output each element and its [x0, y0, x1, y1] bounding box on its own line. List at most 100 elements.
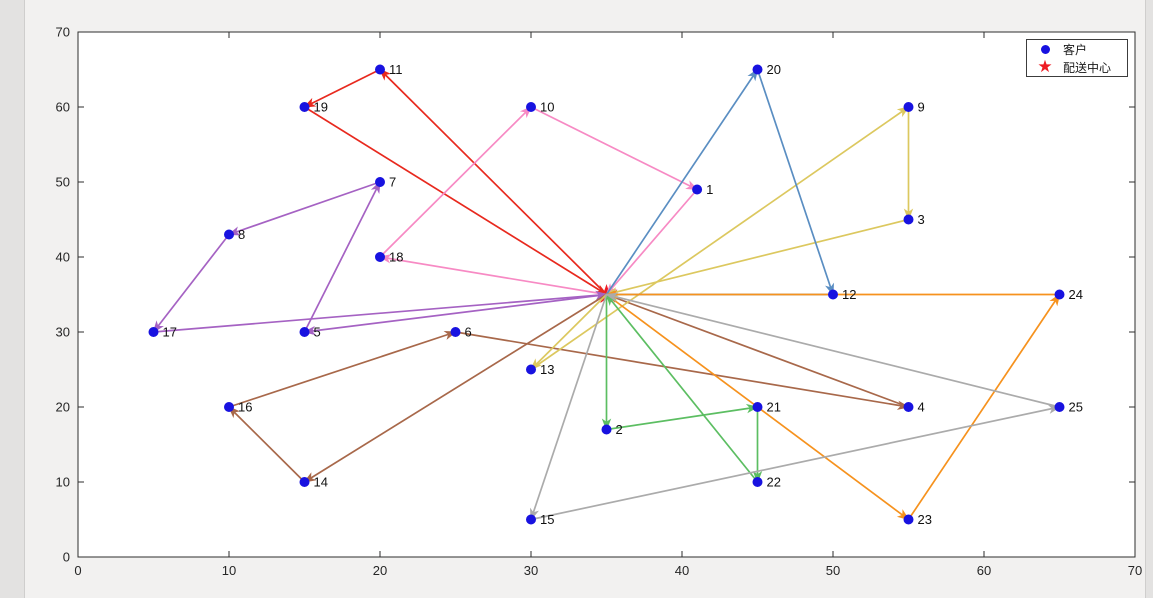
legend-depot-label: 配送中心	[1063, 60, 1112, 75]
route-segment	[530, 294, 608, 521]
customer-dot[interactable]	[903, 214, 914, 225]
y-tick-label: 40	[56, 250, 70, 265]
route-segment	[379, 105, 533, 258]
customer-label: 3	[918, 212, 925, 227]
x-tick-label: 40	[675, 563, 689, 578]
route-segment	[605, 218, 909, 297]
window-right-edge	[1145, 0, 1153, 598]
route-segment	[378, 68, 608, 296]
customer-label: 21	[767, 400, 781, 415]
route-segment	[228, 330, 457, 408]
y-tick-label: 0	[63, 550, 70, 565]
customer-dot[interactable]	[903, 514, 914, 525]
customer-dot[interactable]	[299, 102, 310, 112]
customer-dot[interactable]	[450, 327, 461, 337]
customer-label: 13	[540, 362, 554, 377]
route-segment	[529, 293, 608, 371]
customer-dot[interactable]	[526, 364, 536, 375]
route-segment	[530, 404, 1061, 521]
customer-label: 19	[314, 100, 328, 115]
x-tick-label: 50	[826, 563, 840, 578]
route-segment	[530, 106, 699, 191]
route-segment	[605, 293, 759, 483]
customer-label: 4	[918, 400, 925, 415]
customer-dot[interactable]	[601, 424, 612, 435]
customer-label: 14	[314, 475, 328, 490]
legend-item-depot[interactable]: ★ 配送中心	[1027, 58, 1127, 76]
legend-item-customer[interactable]: 客户	[1027, 40, 1127, 58]
route-segment	[303, 293, 607, 483]
customer-label: 23	[918, 512, 932, 527]
route-segment	[455, 331, 910, 410]
route-segment	[227, 181, 381, 236]
route-segment	[756, 69, 834, 296]
customer-label: 24	[1069, 287, 1083, 302]
customer-label: 22	[767, 475, 781, 490]
customer-label: 2	[616, 422, 623, 437]
route-green	[601, 293, 763, 484]
y-tick-label: 60	[56, 100, 70, 115]
route-yellow	[529, 106, 914, 371]
axis-frame	[77, 31, 1136, 558]
customer-dot[interactable]	[224, 402, 234, 412]
x-tick-label: 20	[373, 563, 387, 578]
x-tick-label: 30	[524, 563, 538, 578]
window-left-edge	[0, 0, 25, 598]
route-segment	[605, 293, 909, 408]
route-segment	[907, 293, 1061, 520]
customer-dot[interactable]	[148, 327, 159, 337]
customer-label: 20	[767, 62, 781, 77]
customer-dot[interactable]	[752, 477, 763, 487]
x-tick-label: 0	[74, 563, 81, 578]
customer-dot[interactable]	[526, 514, 536, 525]
customer-label: 25	[1069, 400, 1083, 415]
customer-label: 11	[389, 62, 403, 77]
customer-dot[interactable]	[903, 402, 914, 412]
y-tick-label: 50	[56, 175, 70, 190]
legend[interactable]: 客户 ★ 配送中心	[1026, 39, 1128, 77]
depot-star-icon: ★	[1037, 56, 1053, 76]
route-pink	[378, 105, 699, 296]
customer-dot[interactable]	[903, 102, 914, 112]
route-segment	[303, 180, 381, 333]
route-segment	[303, 68, 381, 108]
customer-dot[interactable]	[224, 229, 234, 240]
customer-dot[interactable]	[828, 289, 838, 300]
route-segment	[605, 292, 1060, 408]
customer-dot[interactable]	[1054, 402, 1065, 412]
y-tick-label: 30	[56, 325, 70, 340]
route-segment	[378, 254, 607, 296]
customer-dot[interactable]	[375, 177, 385, 187]
customer-dot[interactable]	[375, 252, 385, 262]
customer-dot[interactable]	[299, 477, 310, 487]
customer-label: 12	[842, 287, 856, 302]
customer-dot[interactable]	[752, 402, 763, 412]
route-segment	[605, 68, 759, 295]
customer-label: 5	[314, 325, 321, 340]
customer-dot[interactable]	[299, 327, 310, 337]
route-segment	[304, 106, 608, 296]
route-segment	[606, 403, 759, 431]
customer-label: 1	[706, 182, 713, 197]
route-red	[303, 68, 608, 296]
legend-customer-label: 客户	[1063, 42, 1088, 57]
route-gray	[530, 292, 1061, 521]
customer-label: 7	[389, 175, 396, 190]
route-brown	[227, 293, 910, 483]
y-tick-label: 70	[56, 25, 70, 40]
customer-dot[interactable]	[692, 184, 703, 195]
route-segment	[227, 405, 306, 483]
customer-label: 18	[389, 250, 403, 265]
y-tick-label: 20	[56, 400, 70, 415]
customer-dot[interactable]	[1054, 289, 1065, 300]
route-segment	[153, 290, 608, 333]
route-segment	[303, 293, 607, 336]
customer-dot[interactable]	[375, 64, 385, 75]
customer-dot[interactable]	[526, 102, 536, 112]
customer-label: 17	[163, 325, 177, 340]
customer-label: 8	[238, 227, 245, 242]
customer-label: 9	[918, 100, 925, 115]
customer-dot[interactable]	[752, 64, 763, 75]
